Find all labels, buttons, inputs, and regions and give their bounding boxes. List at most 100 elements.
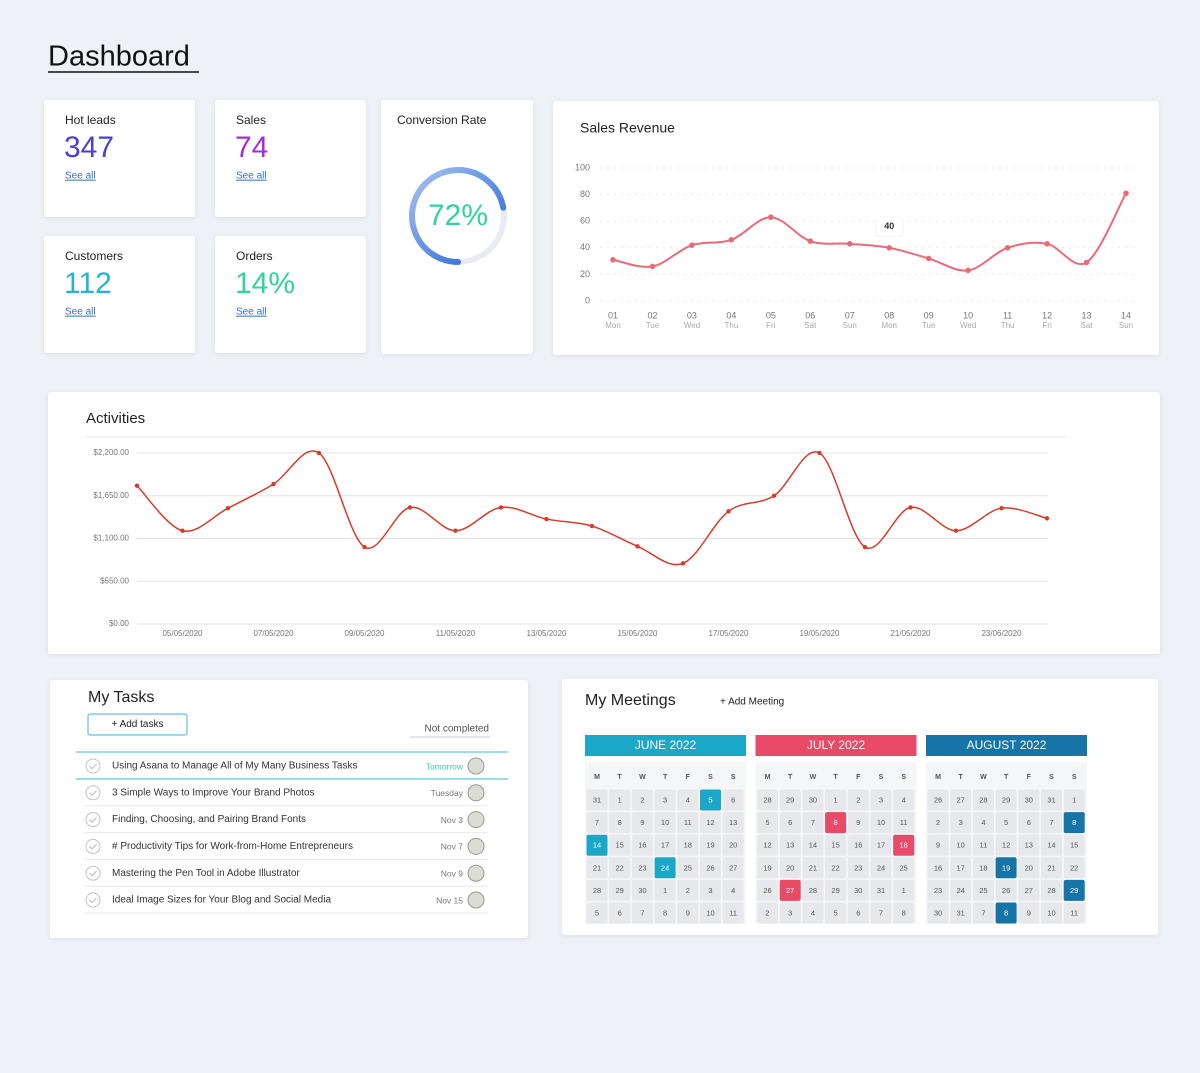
day-cell[interactable] bbox=[677, 812, 699, 834]
day-cell[interactable] bbox=[1041, 834, 1062, 856]
day-number[interactable]: 10 bbox=[661, 818, 669, 827]
day-number[interactable]: 11 bbox=[900, 818, 908, 827]
day-number[interactable]: 24 bbox=[661, 863, 669, 872]
day-cell[interactable] bbox=[631, 834, 653, 856]
day-cell[interactable] bbox=[950, 834, 972, 856]
day-number[interactable]: 10 bbox=[1047, 908, 1055, 917]
day-number[interactable]: 31 bbox=[957, 908, 965, 917]
day-number[interactable]: 11 bbox=[684, 818, 692, 827]
day-cell[interactable] bbox=[972, 879, 994, 901]
day-number[interactable]: 1 bbox=[1072, 795, 1076, 804]
day-cell[interactable] bbox=[995, 812, 1017, 834]
add-task-button[interactable] bbox=[87, 713, 188, 736]
day-number[interactable]: 21 bbox=[1047, 863, 1055, 872]
day-cell[interactable] bbox=[995, 879, 1017, 901]
day-number[interactable]: 7 bbox=[811, 818, 815, 827]
day-number[interactable]: 24 bbox=[957, 886, 965, 895]
task-name[interactable]: Finding, Choosing, and Pairing Brand Fon… bbox=[112, 814, 306, 825]
day-number[interactable]: 5 bbox=[708, 795, 712, 804]
stat-link[interactable]: See all bbox=[65, 307, 96, 318]
day-cell[interactable] bbox=[927, 834, 949, 856]
day-cell[interactable] bbox=[927, 789, 949, 811]
day-number[interactable]: 7 bbox=[1049, 818, 1053, 827]
day-cell[interactable] bbox=[757, 812, 778, 834]
day-number[interactable]: 5 bbox=[1004, 818, 1008, 827]
day-number[interactable]: 27 bbox=[786, 886, 794, 895]
day-cell[interactable] bbox=[677, 879, 699, 901]
day-cell[interactable] bbox=[825, 789, 847, 811]
day-number[interactable]: 11 bbox=[729, 908, 737, 917]
day-cell[interactable] bbox=[609, 902, 631, 924]
day-number[interactable]: 29 bbox=[616, 886, 624, 895]
day-number[interactable]: 13 bbox=[729, 818, 737, 827]
day-cell[interactable] bbox=[1018, 812, 1040, 834]
day-number[interactable]: 9 bbox=[856, 818, 860, 827]
day-cell[interactable] bbox=[1041, 902, 1062, 924]
selected-day[interactable] bbox=[700, 789, 721, 811]
day-number[interactable]: 17 bbox=[957, 863, 965, 872]
day-cell[interactable] bbox=[1041, 879, 1062, 901]
task-name[interactable]: Using Asana to Manage All of My Many Bus… bbox=[112, 761, 358, 772]
day-number[interactable]: 13 bbox=[786, 841, 794, 850]
day-cell[interactable] bbox=[654, 812, 676, 834]
day-cell[interactable] bbox=[700, 812, 721, 834]
day-cell[interactable] bbox=[995, 834, 1017, 856]
day-cell[interactable] bbox=[825, 879, 847, 901]
day-cell[interactable] bbox=[677, 834, 699, 856]
day-number[interactable]: 10 bbox=[877, 818, 885, 827]
day-number[interactable]: 9 bbox=[936, 841, 940, 850]
day-number[interactable]: 26 bbox=[763, 886, 771, 895]
day-cell[interactable] bbox=[654, 879, 676, 901]
day-number[interactable]: 9 bbox=[640, 818, 644, 827]
task-check[interactable] bbox=[85, 892, 101, 908]
day-number[interactable]: 16 bbox=[638, 841, 646, 850]
day-number[interactable]: 31 bbox=[1047, 795, 1055, 804]
day-number[interactable]: 25 bbox=[684, 863, 692, 872]
day-cell[interactable] bbox=[609, 789, 631, 811]
day-number[interactable]: 24 bbox=[877, 863, 885, 872]
day-number[interactable]: 27 bbox=[1025, 886, 1033, 895]
day-number[interactable]: 13 bbox=[1025, 841, 1033, 850]
day-number[interactable]: 28 bbox=[763, 795, 771, 804]
task-name[interactable]: Ideal Image Sizes for Your Blog and Soci… bbox=[112, 895, 331, 906]
add-meeting[interactable]: + Add Meeting bbox=[720, 697, 784, 708]
day-cell[interactable] bbox=[950, 879, 972, 901]
day-number[interactable]: 25 bbox=[979, 886, 987, 895]
filter-label[interactable]: Not completed bbox=[425, 724, 489, 735]
day-cell[interactable] bbox=[677, 902, 699, 924]
day-number[interactable]: 21 bbox=[593, 863, 601, 872]
day-number[interactable]: 3 bbox=[959, 818, 963, 827]
selected-day[interactable] bbox=[1063, 879, 1085, 901]
day-number[interactable]: 11 bbox=[980, 841, 988, 850]
day-cell[interactable] bbox=[586, 857, 608, 879]
day-cell[interactable] bbox=[586, 812, 608, 834]
day-number[interactable]: 3 bbox=[663, 795, 667, 804]
task-check[interactable] bbox=[85, 785, 101, 801]
day-number[interactable]: 1 bbox=[663, 886, 667, 895]
day-number[interactable]: 19 bbox=[763, 863, 771, 872]
day-cell[interactable] bbox=[779, 857, 801, 879]
day-cell[interactable] bbox=[847, 857, 869, 879]
day-number[interactable]: 28 bbox=[1047, 886, 1055, 895]
day-cell[interactable] bbox=[1018, 834, 1040, 856]
day-number[interactable]: 6 bbox=[731, 795, 735, 804]
day-cell[interactable] bbox=[757, 834, 778, 856]
day-number[interactable]: 17 bbox=[877, 841, 885, 850]
day-cell[interactable] bbox=[825, 902, 847, 924]
day-number[interactable]: 10 bbox=[957, 841, 965, 850]
day-cell[interactable] bbox=[700, 879, 721, 901]
day-number[interactable]: 11 bbox=[1070, 908, 1078, 917]
day-cell[interactable] bbox=[893, 902, 915, 924]
task-name[interactable]: 3 Simple Ways to Improve Your Brand Phot… bbox=[112, 787, 315, 798]
day-cell[interactable] bbox=[825, 857, 847, 879]
task-name[interactable]: Mastering the Pen Tool in Adobe Illustra… bbox=[112, 868, 300, 879]
day-cell[interactable] bbox=[972, 902, 994, 924]
day-cell[interactable] bbox=[654, 789, 676, 811]
selected-day[interactable] bbox=[995, 857, 1017, 879]
day-number[interactable]: 9 bbox=[1027, 908, 1031, 917]
day-cell[interactable] bbox=[927, 879, 949, 901]
day-number[interactable]: 6 bbox=[1027, 818, 1031, 827]
selected-day[interactable] bbox=[893, 834, 915, 856]
day-number[interactable]: 28 bbox=[593, 886, 601, 895]
day-cell[interactable] bbox=[870, 879, 892, 901]
